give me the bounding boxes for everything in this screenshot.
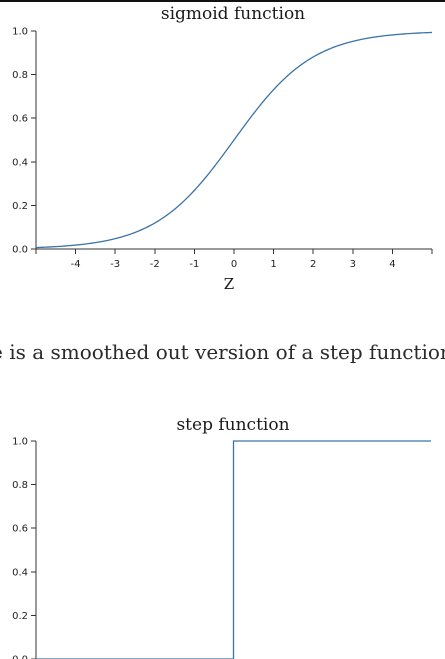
y-tick-label: 0.0 xyxy=(12,655,28,659)
y-tick-label: 0.8 xyxy=(12,480,28,491)
y-axis: 0.0 0.2 0.4 0.6 0.8 1.0 xyxy=(12,27,37,256)
y-tick-label: 0.2 xyxy=(12,201,28,212)
x-tick-label: -4 xyxy=(71,259,81,270)
top-border xyxy=(0,0,445,2)
x-axis: -4 -3 -2 -1 0 1 2 3 4 xyxy=(35,248,433,270)
x-tick-label: 0 xyxy=(231,259,237,270)
body-text: e is a smoothed out version of a step fu… xyxy=(0,340,445,364)
y-tick-label: 0.8 xyxy=(12,70,28,81)
x-tick-label: 4 xyxy=(389,259,395,270)
x-tick-label: 3 xyxy=(350,259,356,270)
x-tick-label: 2 xyxy=(310,259,316,270)
y-tick-label: 1.0 xyxy=(12,437,28,448)
y-tick-label: 0.6 xyxy=(12,524,28,535)
chart-title: sigmoid function xyxy=(161,4,305,24)
sigmoid-chart: sigmoid function 0.0 0.2 0.4 0.6 0.8 1.0 -4 -3… xyxy=(12,4,433,293)
step-curve xyxy=(36,440,431,659)
chart-title: step function xyxy=(176,415,289,435)
x-tick-label: 1 xyxy=(270,259,276,270)
y-tick-label: 0.0 xyxy=(12,245,28,256)
y-tick-label: 0.4 xyxy=(12,567,28,578)
y-axis: 0.0 0.2 0.4 0.6 0.8 1.0 xyxy=(12,437,37,659)
x-tick-label: -2 xyxy=(150,259,160,270)
x-tick-label: -3 xyxy=(110,259,120,270)
sigmoid-curve xyxy=(35,31,433,249)
y-tick-label: 1.0 xyxy=(12,27,28,38)
x-tick-label: -1 xyxy=(189,259,199,270)
y-tick-label: 0.4 xyxy=(12,157,28,168)
y-tick-label: 0.2 xyxy=(12,611,28,622)
step-chart: step function 0.0 0.2 0.4 0.6 0.8 1.0 xyxy=(12,415,431,659)
x-axis-label: Z xyxy=(224,275,234,293)
y-tick-label: 0.6 xyxy=(12,114,28,125)
